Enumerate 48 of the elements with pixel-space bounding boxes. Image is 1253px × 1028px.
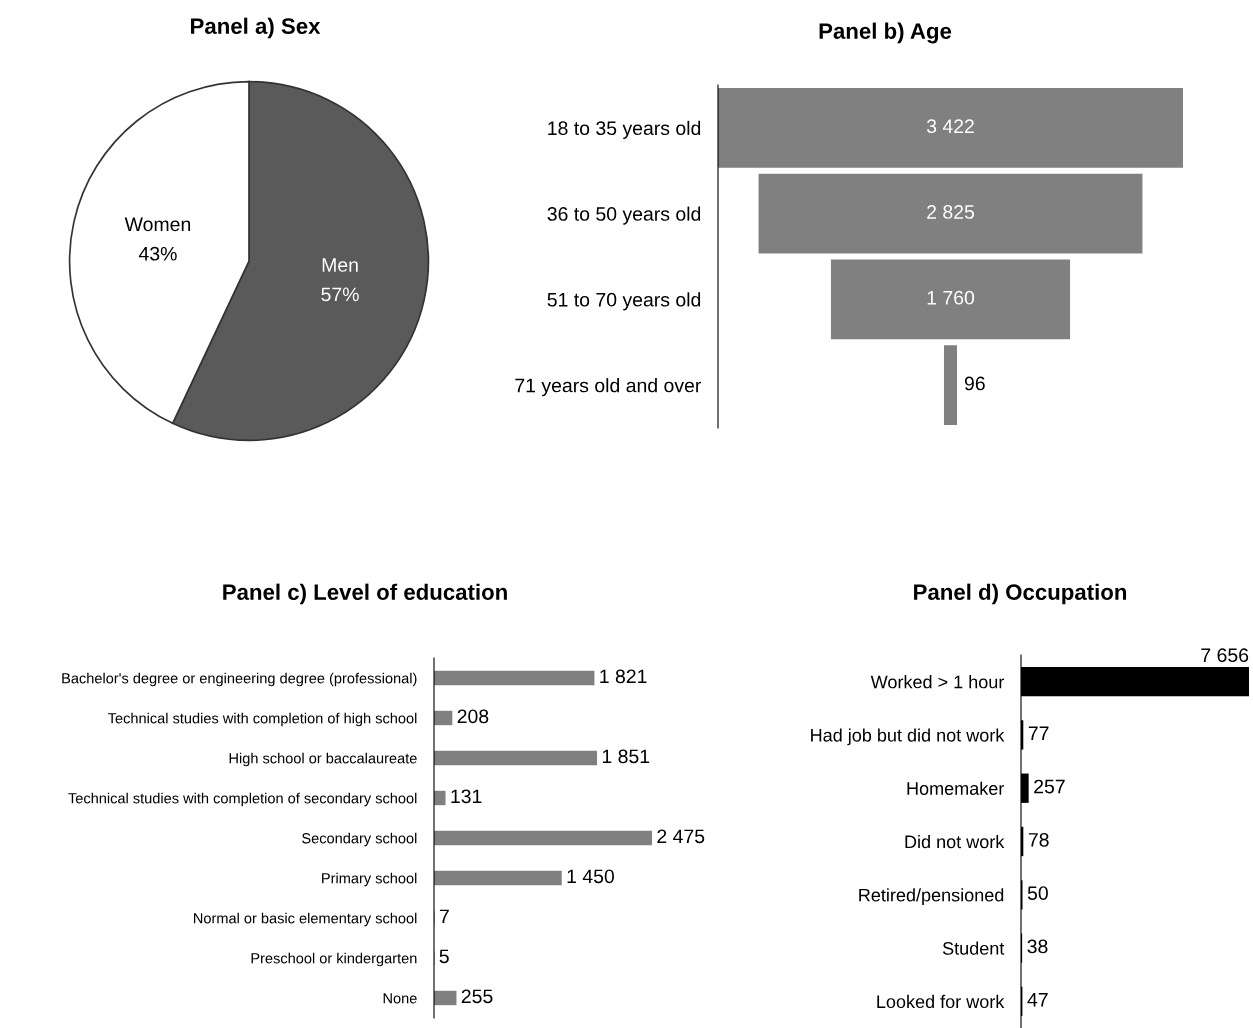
- data-label: 1 821: [600, 669, 647, 684]
- data-label: 7 656: [1201, 648, 1249, 663]
- data-label: 38: [1027, 939, 1048, 954]
- y-tick-label: Looked for work: [877, 994, 1005, 1009]
- category-label: 71 years old and over: [515, 378, 702, 397]
- y-tick-label: Primary school: [322, 872, 417, 887]
- data-label: 1 760: [927, 290, 975, 305]
- y-tick-label: Technical studies with completion of secondary school: [68, 792, 417, 807]
- chart-title: Panel a) Sex: [191, 17, 321, 39]
- data-label: 5: [439, 949, 449, 964]
- y-tick-label: High school or baccalaureate: [229, 752, 417, 767]
- slice-label: Men: [322, 258, 358, 272]
- category-label: 18 to 35 years old: [548, 120, 701, 139]
- data-label: 1 851: [602, 749, 650, 764]
- data-label: 7: [439, 909, 449, 924]
- data-label: 131: [451, 789, 482, 804]
- y-tick-label: Student: [942, 941, 1005, 955]
- data-label: 2 825: [927, 205, 975, 219]
- category-label: 51 to 70 years old: [547, 292, 701, 311]
- y-tick-label: Did not work: [905, 834, 1005, 849]
- data-label: 257: [1034, 779, 1065, 794]
- data-label: 43%: [138, 246, 177, 261]
- data-label: 57%: [321, 287, 359, 302]
- slice-label: Women: [124, 217, 191, 232]
- data-label: 1 450: [567, 869, 614, 884]
- y-tick-label: Technical studies with completion of high school: [108, 712, 417, 727]
- data-label: 78: [1028, 832, 1049, 847]
- data-label: 208: [457, 709, 489, 724]
- data-label: 50: [1027, 886, 1048, 901]
- data-label: 3 422: [926, 119, 974, 134]
- y-tick-label: Retired/pensioned: [859, 888, 1004, 906]
- data-label: 2 475: [657, 829, 705, 844]
- y-tick-label: Preschool or kindergarten: [251, 952, 417, 967]
- y-tick-label: Worked > 1 hour: [870, 675, 1005, 689]
- data-label: 255: [461, 989, 493, 1004]
- y-tick-label: None: [383, 993, 417, 1004]
- chart-title: Panel d) Occupation: [914, 583, 1127, 605]
- category-label: 36 to 50 years old: [547, 206, 701, 225]
- text: Panel b) Age: [819, 22, 952, 44]
- data-label: 96: [964, 376, 985, 391]
- data-label: 77: [1028, 726, 1049, 740]
- y-tick-label: Had job but did not work: [811, 728, 1005, 746]
- y-tick-label: Homemaker: [907, 781, 1005, 795]
- y-tick-label: Bachelor's degree or engineering degree (professional): [62, 672, 417, 687]
- y-tick-label: Secondary school: [302, 832, 417, 847]
- chart-title: Panel c) Level of education: [223, 583, 507, 605]
- y-tick-label: Normal or basic elementary school: [194, 912, 417, 927]
- data-label: 47: [1027, 993, 1048, 1007]
